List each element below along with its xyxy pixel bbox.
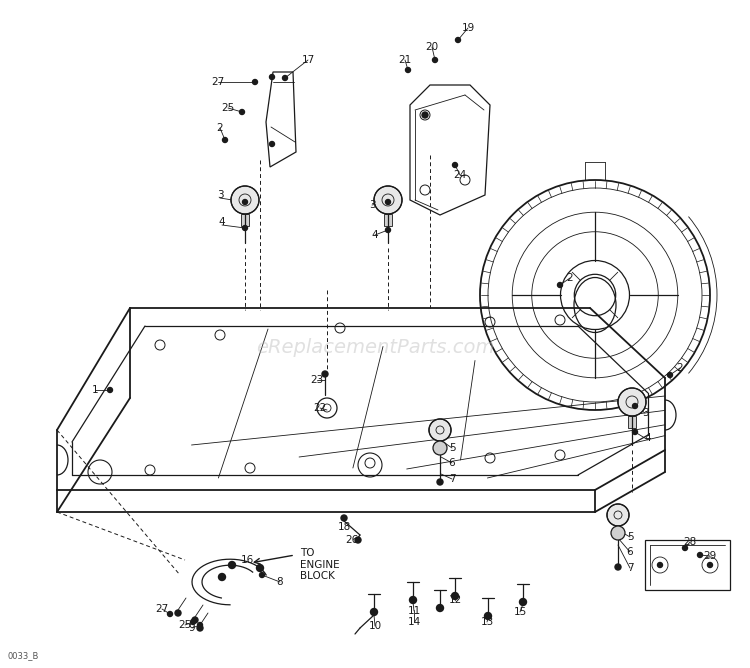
Circle shape <box>433 57 437 63</box>
Text: 27: 27 <box>155 604 169 614</box>
Text: 7: 7 <box>448 474 455 484</box>
Text: 22: 22 <box>314 403 327 413</box>
Text: 0033_B: 0033_B <box>8 651 39 660</box>
Circle shape <box>283 75 287 81</box>
Circle shape <box>406 67 410 73</box>
Circle shape <box>429 419 451 441</box>
Circle shape <box>615 564 621 570</box>
Text: 3: 3 <box>642 408 648 418</box>
Circle shape <box>322 371 328 377</box>
Text: 19: 19 <box>461 23 475 33</box>
Text: 27: 27 <box>211 77 225 87</box>
Circle shape <box>107 387 112 393</box>
Circle shape <box>374 186 402 214</box>
Circle shape <box>455 37 460 43</box>
Circle shape <box>269 142 274 146</box>
Circle shape <box>422 112 428 118</box>
Circle shape <box>269 75 274 79</box>
Circle shape <box>256 564 263 572</box>
Text: 8: 8 <box>277 577 284 587</box>
Circle shape <box>229 562 236 568</box>
Circle shape <box>452 162 458 168</box>
Circle shape <box>632 430 638 434</box>
Text: 10: 10 <box>368 621 382 631</box>
Text: 2: 2 <box>676 363 683 373</box>
Circle shape <box>386 228 391 232</box>
Text: 25: 25 <box>178 620 192 630</box>
Circle shape <box>190 619 196 625</box>
Circle shape <box>355 537 361 543</box>
Circle shape <box>484 613 491 619</box>
Text: 4: 4 <box>645 433 651 443</box>
Text: 29: 29 <box>704 551 717 561</box>
Bar <box>628 416 636 428</box>
Circle shape <box>253 79 257 84</box>
Text: 13: 13 <box>480 617 494 627</box>
Circle shape <box>175 610 181 616</box>
Text: 4: 4 <box>219 217 225 227</box>
Text: eReplacementParts.com: eReplacementParts.com <box>256 338 494 357</box>
Circle shape <box>197 625 203 631</box>
Text: 3: 3 <box>217 190 223 200</box>
Text: 3: 3 <box>369 200 375 210</box>
Circle shape <box>239 110 244 114</box>
Bar <box>241 214 249 226</box>
Circle shape <box>370 609 377 615</box>
Circle shape <box>658 562 662 568</box>
Circle shape <box>260 572 265 578</box>
Circle shape <box>341 515 347 521</box>
Circle shape <box>242 226 248 230</box>
Circle shape <box>682 546 688 550</box>
Text: 1: 1 <box>92 385 98 395</box>
Circle shape <box>386 200 391 204</box>
Text: TO
ENGINE
BLOCK: TO ENGINE BLOCK <box>300 548 340 581</box>
Text: 6: 6 <box>448 458 455 468</box>
Circle shape <box>618 388 646 416</box>
Text: 21: 21 <box>398 55 412 65</box>
Text: 5: 5 <box>627 532 633 542</box>
Text: 16: 16 <box>240 555 254 565</box>
Text: 7: 7 <box>627 563 633 573</box>
Bar <box>384 214 392 226</box>
Circle shape <box>437 479 443 485</box>
Circle shape <box>242 200 248 204</box>
Circle shape <box>410 597 416 603</box>
Text: 17: 17 <box>302 55 315 65</box>
Text: 2: 2 <box>567 273 573 283</box>
Circle shape <box>632 403 638 409</box>
Text: 2: 2 <box>217 123 223 133</box>
Circle shape <box>707 562 712 568</box>
Text: 15: 15 <box>513 607 526 617</box>
Circle shape <box>698 552 703 558</box>
Text: 5: 5 <box>448 443 455 453</box>
Circle shape <box>433 441 447 455</box>
Text: 4: 4 <box>372 230 378 240</box>
Text: 26: 26 <box>345 535 358 545</box>
Circle shape <box>520 599 526 605</box>
Text: 9: 9 <box>189 623 195 633</box>
Text: 28: 28 <box>683 537 697 547</box>
Text: 14: 14 <box>407 617 421 627</box>
Text: 6: 6 <box>627 547 633 557</box>
Circle shape <box>436 605 443 611</box>
Text: 23: 23 <box>310 375 324 385</box>
Bar <box>645 540 730 590</box>
Circle shape <box>192 617 198 623</box>
Circle shape <box>557 283 562 287</box>
Text: 24: 24 <box>453 170 466 180</box>
Circle shape <box>452 593 458 599</box>
Circle shape <box>197 623 202 627</box>
Text: 18: 18 <box>338 522 350 532</box>
Text: 25: 25 <box>221 103 235 113</box>
Circle shape <box>611 526 625 540</box>
Text: 12: 12 <box>448 595 461 605</box>
Circle shape <box>218 574 226 580</box>
Circle shape <box>167 611 172 617</box>
Text: 20: 20 <box>425 42 439 52</box>
Text: 11: 11 <box>407 606 421 616</box>
Circle shape <box>223 138 227 142</box>
Circle shape <box>607 504 629 526</box>
Circle shape <box>231 186 259 214</box>
Circle shape <box>668 373 673 377</box>
